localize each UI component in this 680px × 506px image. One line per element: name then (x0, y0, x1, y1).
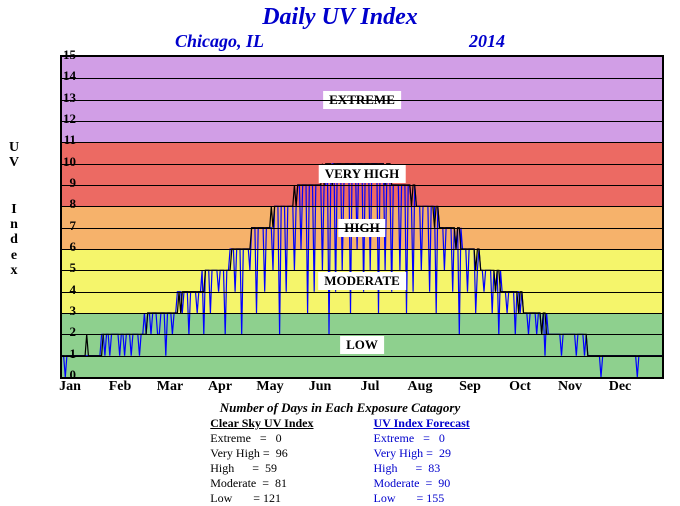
gridline (62, 228, 662, 229)
y-tick: 10 (51, 154, 76, 170)
band-label-low: LOW (340, 336, 384, 354)
gridline (62, 78, 662, 79)
gridline (62, 249, 662, 250)
x-tick: Nov (558, 379, 582, 395)
stats-forecast: UV Index Forecast Extreme = 0 Very High … (374, 416, 470, 506)
x-tick: Mar (157, 379, 183, 395)
y-tick: 15 (51, 47, 76, 63)
y-tick: 11 (51, 132, 76, 148)
chart-subtitle: Chicago, IL 2014 (0, 31, 680, 52)
x-tick: Jul (361, 379, 380, 395)
y-tick: 3 (51, 303, 76, 319)
gridline (62, 121, 662, 122)
x-tick: Feb (109, 379, 132, 395)
y-tick: 13 (51, 90, 76, 106)
x-tick: May (256, 379, 283, 395)
stats-table: Clear Sky UV Index Extreme = 0 Very High… (0, 416, 680, 506)
x-tick: Aug (408, 379, 433, 395)
x-tick: Jun (309, 379, 332, 395)
x-tick: Jan (59, 379, 81, 395)
y-tick: 9 (51, 175, 76, 191)
chart-footer: Number of Days in Each Exposure Catagory… (0, 400, 680, 506)
gridline (62, 164, 662, 165)
gridline (62, 142, 662, 143)
y-tick: 14 (51, 68, 76, 84)
footer-title: Number of Days in Each Exposure Catagory (0, 400, 680, 416)
gridline (62, 185, 662, 186)
year-label: 2014 (469, 31, 505, 52)
gridline (62, 313, 662, 314)
gridline (62, 292, 662, 293)
x-tick: Oct (509, 379, 531, 395)
band-label-moderate: MODERATE (318, 272, 406, 290)
gridline (62, 100, 662, 101)
y-tick: 6 (51, 239, 76, 255)
chart-plot-area: EXTREMEVERY HIGHHIGHMODERATELOW (60, 55, 664, 379)
y-tick: 5 (51, 260, 76, 276)
band-label-very-high: VERY HIGH (319, 165, 406, 183)
gridline (62, 206, 662, 207)
y-tick: 7 (51, 218, 76, 234)
gridline (62, 334, 662, 335)
x-tick: Dec (609, 379, 632, 395)
city-label: Chicago, IL (175, 31, 264, 52)
y-tick: 4 (51, 282, 76, 298)
x-tick: Apr (208, 379, 232, 395)
y-tick: 2 (51, 324, 76, 340)
y-tick: 1 (51, 346, 76, 362)
chart-title: Daily UV Index (0, 0, 680, 31)
gridline (62, 356, 662, 357)
y-tick: 12 (51, 111, 76, 127)
stats-clear-sky: Clear Sky UV Index Extreme = 0 Very High… (210, 416, 313, 506)
y-tick: 8 (51, 196, 76, 212)
gridline (62, 270, 662, 271)
x-tick: Sep (459, 379, 481, 395)
y-axis-label: UVIndex (8, 140, 20, 279)
uv-chart-container: Daily UV Index Chicago, IL 2014 UVIndex … (0, 0, 680, 500)
